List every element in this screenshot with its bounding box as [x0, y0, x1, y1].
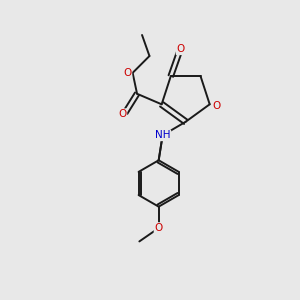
Text: O: O: [177, 44, 185, 54]
Text: O: O: [118, 109, 126, 119]
Text: O: O: [123, 68, 131, 78]
Text: O: O: [212, 101, 220, 111]
Text: NH: NH: [155, 130, 170, 140]
Text: O: O: [154, 223, 163, 233]
